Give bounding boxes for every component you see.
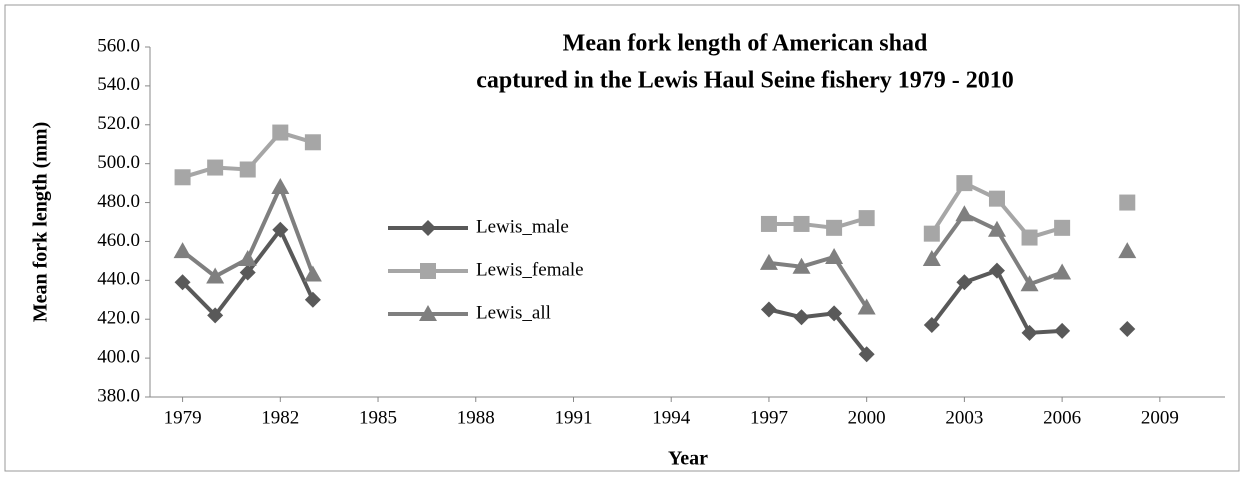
x-tick-label: 1994: [652, 407, 691, 428]
y-tick-label: 380.0: [97, 385, 140, 406]
marker: [304, 291, 321, 308]
x-tick-label: 1982: [261, 407, 299, 428]
y-tick-label: 520.0: [97, 113, 140, 134]
marker: [238, 249, 257, 266]
marker: [759, 253, 778, 270]
marker: [1053, 263, 1072, 280]
marker: [1021, 324, 1038, 341]
legend-label: Lewis_male: [476, 216, 569, 237]
marker: [174, 274, 191, 291]
marker: [858, 210, 875, 227]
marker: [793, 215, 810, 232]
legend-marker: [420, 220, 436, 236]
legend-marker: [420, 263, 436, 279]
legend-marker: [419, 305, 437, 321]
marker: [173, 242, 192, 259]
marker: [207, 307, 224, 324]
x-tick-label: 2003: [945, 407, 983, 428]
marker: [922, 249, 941, 266]
marker: [956, 274, 973, 291]
marker: [272, 221, 289, 238]
y-tick-label: 400.0: [97, 346, 140, 367]
marker: [272, 124, 289, 141]
x-tick-label: 2009: [1141, 407, 1179, 428]
marker: [825, 248, 844, 264]
marker: [1118, 242, 1137, 259]
x-tick-label: 1988: [457, 407, 495, 428]
marker: [956, 175, 973, 192]
x-tick-label: 2006: [1043, 407, 1081, 428]
marker: [988, 190, 1005, 207]
marker: [207, 159, 224, 176]
marker: [988, 262, 1005, 279]
x-tick-label: 1985: [359, 407, 397, 428]
legend-label: Lewis_all: [476, 302, 551, 323]
marker: [760, 215, 777, 232]
marker: [857, 298, 876, 315]
x-tick-label: 1991: [554, 407, 592, 428]
y-tick-label: 480.0: [97, 191, 140, 212]
marker: [1020, 275, 1039, 292]
marker: [760, 301, 777, 318]
marker: [858, 346, 875, 363]
marker: [1021, 229, 1038, 246]
marker: [826, 305, 843, 322]
marker: [987, 220, 1006, 237]
x-axis-label: Year: [668, 448, 708, 470]
y-tick-label: 540.0: [97, 74, 140, 95]
y-tick-label: 440.0: [97, 269, 140, 290]
y-tick-label: 500.0: [97, 152, 140, 173]
marker: [955, 205, 974, 222]
x-tick-label: 2000: [848, 407, 886, 428]
chart-title: captured in the Lewis Haul Seine fishery…: [476, 68, 1014, 94]
marker: [923, 317, 940, 334]
y-axis-label: Mean fork length (mm): [30, 122, 52, 323]
marker: [271, 178, 290, 194]
marker: [239, 264, 256, 281]
marker: [174, 169, 191, 186]
y-tick-label: 420.0: [97, 308, 140, 329]
y-tick-label: 560.0: [97, 35, 140, 56]
marker: [923, 225, 940, 242]
marker: [1119, 320, 1136, 337]
marker: [793, 309, 810, 326]
marker: [239, 161, 256, 178]
marker: [1054, 322, 1071, 339]
marker: [304, 134, 321, 151]
marker: [1119, 194, 1136, 211]
chart-title: Mean fork length of American shad: [563, 31, 928, 57]
marker: [303, 265, 322, 282]
x-tick-label: 1979: [164, 407, 202, 428]
marker: [1054, 219, 1071, 236]
y-tick-label: 460.0: [97, 230, 140, 251]
marker: [792, 257, 811, 274]
legend-label: Lewis_female: [476, 259, 584, 280]
marker: [826, 219, 843, 236]
marker: [206, 267, 225, 284]
x-tick-label: 1997: [750, 407, 788, 428]
